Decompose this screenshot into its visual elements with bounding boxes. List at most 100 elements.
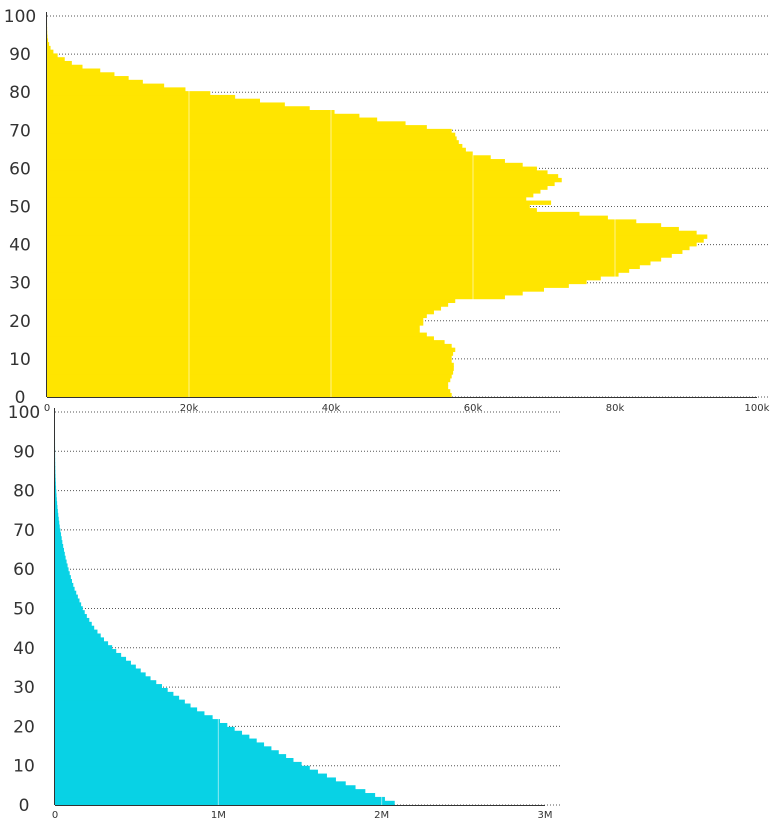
cyan-bar-age-66 [55, 543, 64, 549]
cyan-bar-age-79 [55, 493, 57, 498]
cyan-bar-age-77 [55, 501, 58, 506]
yellow-bar-age-79 [47, 94, 236, 100]
x-tick-label: 20k [180, 403, 199, 414]
x-tick-label: 0 [52, 810, 58, 821]
yellow-bar-age-40 [47, 242, 697, 247]
cyan-bar-age-76 [55, 505, 58, 510]
yellow-bar-age-54 [47, 189, 541, 194]
cyan-bar-age-37 [55, 656, 127, 662]
yellow-bar-age-49 [47, 208, 537, 213]
cyan-bar-age-22 [55, 715, 213, 720]
y-tick-label: 20 [13, 717, 35, 737]
cyan-bar-age-54 [55, 590, 77, 596]
y-tick-label: 80 [9, 83, 31, 103]
y-tick-label: 60 [9, 159, 31, 179]
y-tick-label: 90 [9, 45, 31, 65]
cyan-bar-age-29 [55, 687, 168, 693]
cyan-bar-age-50 [55, 606, 83, 611]
yellow-bar-age-26 [47, 294, 505, 300]
cyan-bar-age-5 [55, 781, 346, 786]
yellow-bar-age-8 [47, 362, 454, 368]
x-tick-label: 100k [745, 403, 770, 414]
yellow-bar-age-31 [47, 275, 601, 281]
cyan-bar-age-21 [55, 719, 220, 724]
y-tick-label: 90 [13, 442, 35, 462]
yellow-bar-age-82 [47, 83, 165, 88]
cyan-bar-age-59 [55, 571, 70, 576]
y-tick-label: 10 [13, 757, 35, 777]
yellow-bar-age-19 [47, 321, 424, 326]
cyan-bar-age-80 [55, 489, 57, 495]
yellow-bar-age-41 [47, 238, 704, 243]
yellow-bar-age-72 [47, 121, 406, 126]
cyan-bar-age-69 [55, 532, 62, 537]
cyan-bar-age-27 [55, 695, 180, 701]
yellow-bar-age-56 [47, 181, 555, 187]
yellow-bar-age-48 [47, 211, 580, 217]
yellow-bar-age-64 [47, 151, 473, 156]
yellow-bar-age-13 [47, 343, 452, 349]
yellow-bar-age-34 [47, 264, 640, 270]
yellow-bar-age-71 [47, 125, 427, 130]
cyan-bar-age-81 [55, 485, 57, 491]
yellow-bar-age-75 [47, 110, 335, 115]
cyan-bar-age-42 [55, 637, 104, 642]
cyan-bar-age-72 [55, 520, 60, 526]
y-tick-label: 0 [19, 796, 30, 816]
y-tick-label: 40 [9, 236, 31, 256]
cyan-bar-age-44 [55, 629, 98, 635]
y-tick-label: 30 [9, 274, 31, 294]
y-tick-label: 100 [8, 403, 40, 423]
yellow-bar-age-76 [47, 106, 310, 111]
cyan-age-chart: 0 10 20 30 40 50 60 70 80 90 100 0 1M 2M 3M [8, 403, 562, 821]
yellow-bar-age-63 [47, 155, 491, 160]
yellow-bar-age-28 [47, 287, 544, 292]
yellow-bar-age-11 [47, 351, 454, 356]
cyan-bar-age-17 [55, 734, 250, 740]
yellow-bar-age-91 [47, 49, 54, 55]
yellow-bar-age-65 [47, 147, 466, 153]
cyan-bar-age-23 [55, 711, 205, 716]
yellow-bar-age-29 [47, 283, 569, 288]
yellow-bar-age-27 [47, 291, 523, 296]
yellow-bar-age-55 [47, 185, 548, 190]
yellow-bar-age-18 [47, 325, 420, 330]
yellow-bar-age-57 [47, 177, 562, 183]
cyan-bar-age-62 [55, 559, 67, 565]
cyan-bar-age-45 [55, 625, 95, 631]
cyan-bar-age-39 [55, 649, 117, 654]
yellow-bar-age-22 [47, 309, 434, 315]
cyan-bar-age-33 [55, 672, 146, 677]
yellow-bar-age-39 [47, 245, 690, 251]
yellow-bar-age-30 [47, 279, 587, 285]
x-tick-label: 3M [538, 810, 553, 821]
cyan-bar-age-24 [55, 707, 198, 712]
yellow-bar-age-0 [47, 392, 452, 398]
yellow-bar-age-47 [47, 215, 608, 221]
yellow-bar-age-95 [47, 34, 48, 39]
yellow-bar-age-83 [47, 79, 143, 85]
cyan-bar-age-58 [55, 575, 71, 580]
y-tick-label: 10 [9, 350, 31, 370]
cyan-bar-age-18 [55, 730, 243, 736]
cyan-bar-age-3 [55, 789, 366, 794]
yellow-bar-age-15 [47, 336, 434, 341]
cyan-bar-age-46 [55, 621, 92, 627]
yellow-bar-age-4 [47, 377, 451, 383]
yellow-age-chart: 0 10 20 30 40 50 60 70 80 90 100 0 20k 40k 60k 80k 100k [4, 7, 770, 414]
y-tick-label: 50 [13, 600, 35, 620]
cyan-bar-age-28 [55, 691, 174, 697]
y-tick-label: 20 [9, 312, 31, 332]
yellow-bar-age-80 [47, 91, 211, 96]
yellow-bar-age-10 [47, 355, 452, 360]
cyan-bar-age-14 [55, 746, 272, 751]
cyan-bar-age-41 [55, 641, 109, 646]
y-tick-label: 30 [13, 678, 35, 698]
cyan-bar-age-64 [55, 551, 65, 557]
cyan-bar-age-35 [55, 664, 136, 670]
yellow-bar-age-1 [47, 389, 451, 394]
cyan-bar-age-12 [55, 754, 287, 759]
cyan-bar-age-36 [55, 660, 131, 666]
yellow-bar-age-6 [47, 370, 454, 375]
cyan-bar-age-2 [55, 793, 376, 798]
